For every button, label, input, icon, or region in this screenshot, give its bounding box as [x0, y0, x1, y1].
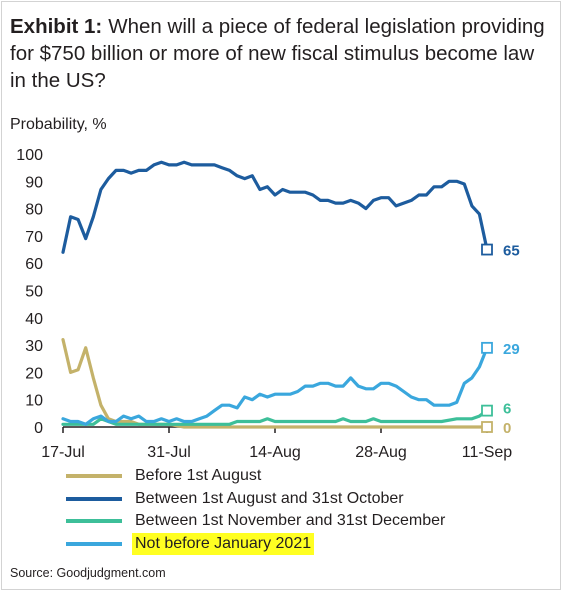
x-tick-label: 31-Jul — [147, 444, 191, 461]
x-tick-label: 17-Jul — [41, 444, 85, 461]
y-tick-label: 60 — [25, 256, 43, 273]
chart-title: Exhibit 1: When will a piece of federal l… — [10, 13, 555, 94]
y-tick-label: 40 — [25, 311, 43, 328]
legend-swatch — [66, 519, 122, 523]
legend-swatch — [66, 496, 122, 501]
series-line-3 — [61, 409, 489, 426]
legend-swatch — [66, 474, 122, 478]
y-tick-label: 100 — [16, 147, 43, 164]
end-value-label-1: 0 — [503, 420, 511, 437]
series-line-1 — [61, 338, 489, 429]
x-tick-label: 11-Sep — [462, 444, 513, 461]
y-tick-label: 0 — [34, 420, 43, 437]
end-marker-2 — [481, 243, 493, 256]
y-tick-label: 70 — [25, 229, 43, 246]
end-value-label-4: 29 — [503, 341, 520, 358]
x-tick-label: 14-Aug — [249, 444, 301, 461]
y-tick-label: 20 — [25, 365, 43, 382]
x-tick-label: 28-Aug — [355, 444, 407, 461]
series-line-2 — [61, 160, 489, 254]
legend-swatch — [66, 541, 122, 546]
y-tick-label: 80 — [25, 202, 43, 219]
end-marker-4 — [481, 341, 493, 354]
y-tick-label: 90 — [25, 174, 43, 191]
legend-label: Between 1st November and 31st December — [135, 512, 446, 529]
source-note: Source: Goodjudgment.com — [10, 566, 166, 580]
y-tick-label: 10 — [25, 393, 43, 410]
end-marker-3 — [481, 404, 493, 417]
legend-label: Not before January 2021 — [132, 532, 315, 555]
title-text: When will a piece of federal legislation… — [10, 15, 545, 92]
legend-label: Before 1st August — [135, 467, 262, 484]
end-value-label-3: 6 — [503, 401, 511, 418]
series-line-4 — [61, 346, 489, 426]
end-value-label-2: 65 — [503, 243, 520, 260]
y-tick-label: 30 — [25, 338, 43, 355]
exhibit-label: Exhibit 1: — [10, 15, 103, 38]
end-marker-1 — [481, 421, 493, 433]
legend-label: Between 1st August and 31st October — [135, 489, 404, 507]
y-axis-label: Probability, % — [10, 116, 107, 133]
y-tick-label: 50 — [25, 284, 43, 301]
